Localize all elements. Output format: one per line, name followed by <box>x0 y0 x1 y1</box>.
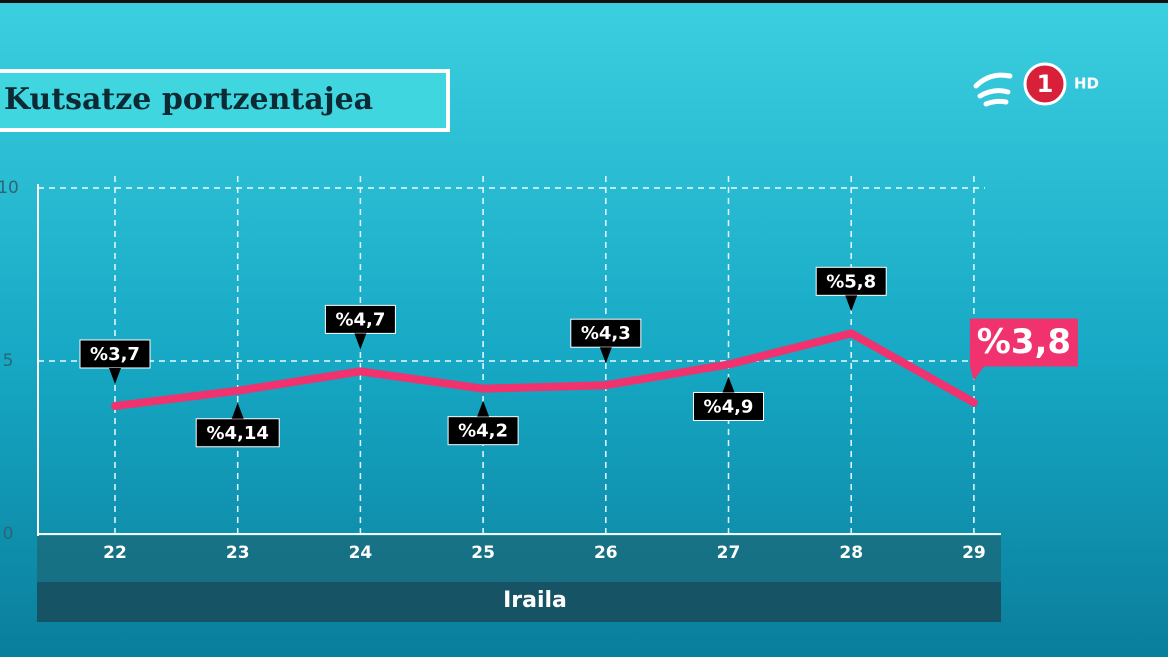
x-label-band <box>37 582 1001 622</box>
logo-quality: HD <box>1074 75 1099 93</box>
value-label-pointer <box>477 400 490 417</box>
x-tick-label: 27 <box>717 543 741 563</box>
value-label-text: %3,7 <box>90 344 140 365</box>
value-label-box <box>195 418 280 448</box>
value-label: %4,3 <box>570 318 642 364</box>
value-label-pointer <box>722 376 735 393</box>
line <box>111 329 978 410</box>
value-label: %3,8 <box>969 318 1078 381</box>
value-label-box <box>693 391 764 421</box>
x-tick-label: 25 <box>471 543 495 563</box>
logo-channel: 1 <box>1037 70 1054 98</box>
x-tick-label: 26 <box>594 543 618 563</box>
value-label-text: %5,8 <box>826 271 876 292</box>
x-tick-label: 22 <box>103 543 127 563</box>
value-label: %3,7 <box>79 339 151 384</box>
value-label: %4,2 <box>447 400 519 446</box>
logo-circle <box>1023 62 1067 106</box>
logo: 1 HD <box>973 62 1099 107</box>
value-label: %4,9 <box>693 376 764 421</box>
value-label-pointer <box>109 367 121 384</box>
x-axis-label: Iraila <box>503 588 567 613</box>
x-tick-label: 28 <box>839 543 863 563</box>
value-label-text: %4,2 <box>458 421 508 442</box>
value-label-pointer <box>969 366 984 381</box>
x-tick-label: 24 <box>349 543 373 563</box>
value-label-text: %3,8 <box>977 322 1071 362</box>
value-label-box <box>570 318 642 348</box>
value-label: %4,14 <box>195 402 280 448</box>
y-tick-label: 0 <box>3 524 14 544</box>
logo-swoosh <box>973 72 1013 107</box>
value-label-text: %4,7 <box>335 309 385 330</box>
chart-title: Kutsatze portzentajea <box>4 82 373 117</box>
value-label-box <box>815 266 887 296</box>
top-strip <box>0 0 1168 3</box>
value-label-box <box>324 304 396 334</box>
value-label: %5,8 <box>815 266 887 312</box>
value-label-pointer <box>231 402 244 419</box>
value-label-pointer <box>599 347 612 364</box>
value-label-text: %4,9 <box>704 396 754 417</box>
title-box <box>0 69 450 132</box>
value-label-pointer <box>354 333 367 350</box>
value-label-box <box>447 416 519 446</box>
value-label: %4,7 <box>324 304 396 350</box>
x-tick-label: 23 <box>226 543 250 563</box>
value-label-pointer <box>845 295 858 312</box>
y-tick-label: 5 <box>3 351 14 371</box>
x-axis-band <box>37 536 1001 582</box>
value-label-text: %4,14 <box>206 423 268 444</box>
y-tick-label: 10 <box>0 178 19 198</box>
value-label-box <box>969 318 1078 367</box>
value-label-text: %4,3 <box>581 323 631 344</box>
x-tick-label: 29 <box>962 543 986 563</box>
